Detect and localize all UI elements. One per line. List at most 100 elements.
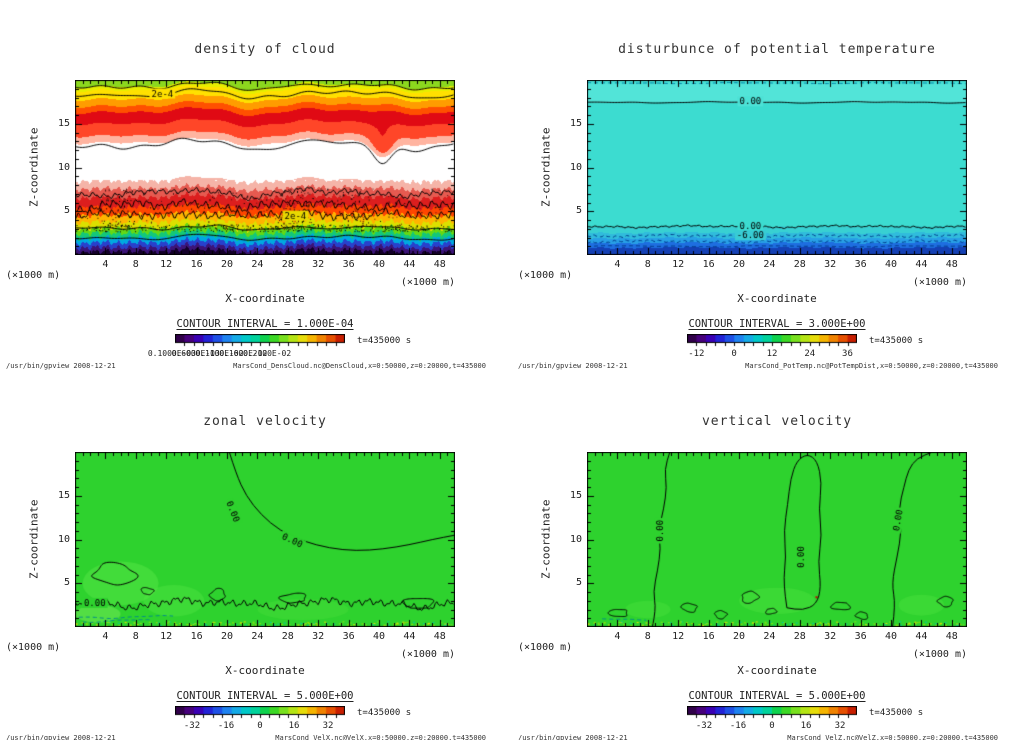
x-tick-label: 24 <box>251 631 264 642</box>
y-tick-label: 15 <box>57 117 70 129</box>
x-tick-label: 44 <box>915 631 928 642</box>
panel-zonal-velocity: zonal velocity Z-coordinate 5 10 15 4 8 12 16… <box>0 372 512 740</box>
x-tick-label: 28 <box>793 631 806 642</box>
footer-file-info: MarsCond_PotTemp.nc@PotTempDist,x=0:5000… <box>745 362 998 370</box>
x-tick-label: 4 <box>614 631 621 642</box>
y-axis-ticks: 5 10 15 <box>48 452 70 627</box>
x-tick-label: 44 <box>403 259 416 270</box>
contour-interval-label: CONTOUR INTERVAL = 5.000E+00 <box>688 690 866 702</box>
y-tick-label: 5 <box>63 577 70 589</box>
colorbar-labels: -12 0 12 24 36 <box>687 349 857 360</box>
x-tick-label: 24 <box>251 259 264 270</box>
x-tick-label: 4 <box>102 259 109 270</box>
x-axis-unit: (×1000 m) <box>400 277 455 288</box>
x-tick-label: 8 <box>644 631 651 642</box>
x-tick-label: 32 <box>312 259 325 270</box>
panel-potential-temperature: disturbunce of potential temperature Z-c… <box>512 0 1024 370</box>
y-tick-label: 10 <box>57 533 70 545</box>
footer-file-info: MarsCond_DensCloud.nc@DensCloud,x=0:5000… <box>233 362 486 370</box>
colorbar-labels: -32 -16 0 16 32 <box>687 721 857 732</box>
x-tick-label: 20 <box>220 259 234 270</box>
colorbar <box>687 706 857 720</box>
colorbar-tick-label: 0.1100E-02 <box>195 349 244 358</box>
colorbar <box>175 334 345 348</box>
contour-plot-canvas <box>587 80 967 255</box>
time-label: t=435000 s <box>357 336 412 346</box>
y-tick-label: 15 <box>569 117 582 129</box>
y-tick-label: 5 <box>575 205 582 217</box>
x-tick-label: 40 <box>372 259 386 270</box>
y-axis-unit: (×1000 m) <box>518 270 573 281</box>
footer-file-info: MarsCond_VelZ.nc@VelZ,x=0:50000,z=0:2000… <box>787 734 998 740</box>
colorbar-tick-label: 32 <box>322 721 334 731</box>
x-tick-label: 36 <box>342 259 355 270</box>
x-tick-label: 20 <box>220 631 234 642</box>
x-tick-label: 24 <box>763 259 776 270</box>
footer-program-info: /usr/bin/gpview 2008-12-21 <box>6 734 116 740</box>
x-tick-label: 44 <box>915 259 928 270</box>
x-tick-label: 28 <box>281 631 294 642</box>
y-tick-label: 15 <box>57 489 70 501</box>
x-tick-label: 16 <box>190 259 203 270</box>
x-tick-label: 8 <box>132 631 139 642</box>
colorbar-tick-label: 0.1600E-02 <box>219 349 268 358</box>
x-axis-unit: (×1000 m) <box>912 649 967 660</box>
x-tick-label: 32 <box>824 631 837 642</box>
x-axis-label: X-coordinate <box>225 664 305 677</box>
plot-title: disturbunce of potential temperature <box>618 42 936 57</box>
colorbar-tick-label: -16 <box>729 721 747 731</box>
contour-interval-label: CONTOUR INTERVAL = 1.000E-04 <box>176 318 354 330</box>
y-axis-label: Z-coordinate <box>539 499 553 580</box>
x-tick-label: 12 <box>672 631 685 642</box>
colorbar-tick-label: 0 <box>731 349 737 359</box>
colorbar-tick-label: 0.2100E-02 <box>243 349 292 358</box>
colorbar-tick-label: 0.6000E-03 <box>171 349 220 358</box>
x-axis-label: X-coordinate <box>737 664 817 677</box>
colorbar-tick-label: -32 <box>183 721 201 731</box>
x-tick-label: 32 <box>312 631 325 642</box>
x-tick-label: 12 <box>672 259 685 270</box>
x-axis-ticks: 4 8 12 16 20 24 28 32 36 40 44 48 <box>75 631 455 643</box>
colorbar-tick-label: 24 <box>804 349 816 359</box>
x-tick-label: 4 <box>614 259 621 270</box>
contour-plot-canvas <box>75 452 455 627</box>
y-tick-label: 10 <box>569 161 582 173</box>
colorbar-tick-label: 12 <box>766 349 778 359</box>
y-axis-label: Z-coordinate <box>539 127 553 208</box>
colorbar-tick-label: -16 <box>217 721 235 731</box>
colorbar-tick-label: -32 <box>695 721 713 731</box>
y-axis-ticks: 5 10 15 <box>560 80 582 255</box>
time-label: t=435000 s <box>357 708 412 718</box>
x-axis-ticks: 4 8 12 16 20 24 28 32 36 40 44 48 <box>587 631 967 643</box>
x-tick-label: 16 <box>702 259 715 270</box>
x-tick-label: 40 <box>884 631 898 642</box>
x-tick-label: 28 <box>793 259 806 270</box>
contour-plot-canvas <box>75 80 455 255</box>
x-tick-label: 48 <box>433 259 446 270</box>
time-label: t=435000 s <box>869 336 924 346</box>
footer-program-info: /usr/bin/gpview 2008-12-21 <box>518 362 628 370</box>
x-tick-label: 16 <box>190 631 203 642</box>
colorbar <box>687 334 857 348</box>
colorbar-tick-label: 16 <box>288 721 300 731</box>
y-tick-label: 10 <box>57 161 70 173</box>
x-tick-label: 20 <box>732 631 746 642</box>
x-tick-label: 32 <box>824 259 837 270</box>
contour-interval-label: CONTOUR INTERVAL = 5.000E+00 <box>176 690 354 702</box>
x-tick-label: 12 <box>160 631 173 642</box>
x-tick-label: 44 <box>403 631 416 642</box>
x-tick-label: 36 <box>342 631 355 642</box>
x-tick-label: 28 <box>281 259 294 270</box>
y-axis-unit: (×1000 m) <box>6 642 61 653</box>
contour-plot-canvas <box>587 452 967 627</box>
plot-title: vertical velocity <box>701 414 853 429</box>
x-tick-label: 48 <box>433 631 446 642</box>
x-tick-label: 24 <box>763 631 776 642</box>
x-tick-label: 40 <box>372 631 386 642</box>
x-axis-unit: (×1000 m) <box>912 277 967 288</box>
footer-program-info: /usr/bin/gpview 2008-12-21 <box>518 734 628 740</box>
time-label: t=435000 s <box>869 708 924 718</box>
x-tick-label: 4 <box>102 631 109 642</box>
colorbar <box>175 706 345 720</box>
